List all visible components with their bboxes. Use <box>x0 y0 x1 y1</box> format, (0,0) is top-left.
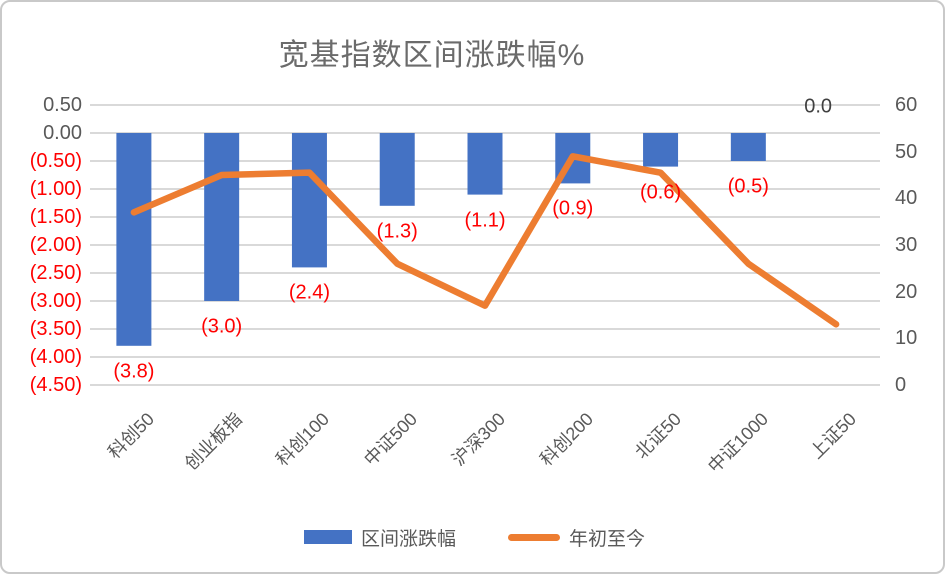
right-axis-tick: 50 <box>895 140 918 163</box>
left-axis-tick: (2.50) <box>29 262 82 284</box>
bar-data-label: (0.5) <box>727 175 769 198</box>
left-axis-tick: (1.00) <box>29 178 82 200</box>
right-axis-tick: 20 <box>895 280 918 303</box>
left-axis-tick: 0.00 <box>43 122 82 144</box>
left-axis-tick: (1.50) <box>29 206 82 228</box>
line-swatch-icon <box>508 533 560 541</box>
left-axis-tick: (3.50) <box>29 318 82 340</box>
left-axis-tick: 0.50 <box>43 94 82 116</box>
bar-swatch-icon <box>303 530 352 544</box>
bar-series[interactable] <box>116 133 766 346</box>
legend-label-bar: 区间涨跌幅 <box>360 528 456 550</box>
bar-data-label: (3.0) <box>201 315 243 338</box>
bar-北证50[interactable] <box>643 133 679 167</box>
right-axis-tick: 60 <box>895 94 918 116</box>
legend: 区间涨跌幅 年初至今 <box>2 520 943 554</box>
legend-item-bar[interactable]: 区间涨跌幅 <box>303 524 456 551</box>
bar-中证500[interactable] <box>379 133 415 206</box>
right-axis-tick: 40 <box>895 187 918 210</box>
bar-data-label: (1.1) <box>464 209 506 232</box>
bar-创业板指[interactable] <box>204 133 240 301</box>
legend-label-line: 年初至今 <box>569 528 646 550</box>
left-axis-tick: (3.00) <box>29 290 82 312</box>
bar-科创100[interactable] <box>291 133 327 268</box>
left-axis-tick: (4.00) <box>29 346 82 368</box>
bar-data-label: (2.4) <box>288 281 330 304</box>
bar-data-label: (0.9) <box>552 197 594 220</box>
bar-data-label: (3.8) <box>113 360 155 383</box>
bar-data-label: (1.3) <box>376 220 418 243</box>
left-axis-tick: (4.50) <box>29 374 82 396</box>
bar-data-label: 0.0 <box>804 95 833 118</box>
bar-科创50[interactable] <box>116 133 152 346</box>
bar-沪深300[interactable] <box>467 133 503 195</box>
line-series[interactable] <box>130 153 840 328</box>
legend-item-line[interactable]: 年初至今 <box>508 524 645 551</box>
left-axis-tick: (0.50) <box>29 150 82 172</box>
chart-title: 宽基指数区间涨跌幅% <box>278 39 586 72</box>
bar-data-label: (0.6) <box>639 181 682 204</box>
right-axis-tick: 0 <box>895 374 907 396</box>
right-axis-tick: 10 <box>895 327 918 350</box>
line-年初至今[interactable] <box>130 153 840 328</box>
right-axis-tick: 30 <box>895 234 918 256</box>
left-axis-tick: (2.00) <box>29 234 82 256</box>
bar-中证1000[interactable] <box>730 133 766 161</box>
